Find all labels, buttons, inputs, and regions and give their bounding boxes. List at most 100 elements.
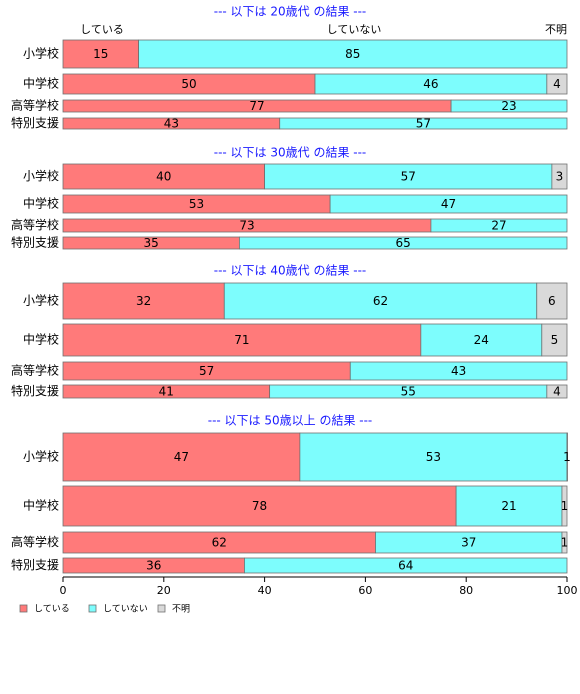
data-label: 1 bbox=[561, 536, 569, 550]
data-label: 32 bbox=[136, 294, 151, 308]
data-label: 62 bbox=[212, 536, 227, 550]
bar-segment-shiteinai bbox=[244, 557, 568, 574]
legend-swatch-shiteiru bbox=[19, 604, 28, 613]
bar-segment-fumei bbox=[546, 384, 568, 399]
category-label: 特別支援 bbox=[11, 235, 59, 250]
data-label: 55 bbox=[401, 385, 416, 399]
category-label: 高等学校 bbox=[11, 363, 59, 378]
bar-segment-fumei bbox=[566, 432, 568, 482]
data-label: 6 bbox=[548, 294, 556, 308]
data-label: 53 bbox=[426, 450, 441, 464]
data-label: 47 bbox=[174, 450, 189, 464]
legend-swatch-shiteinai bbox=[88, 604, 97, 613]
data-label: 64 bbox=[398, 559, 413, 573]
data-label: 1 bbox=[561, 499, 569, 513]
x-tick-label: 20 bbox=[157, 584, 171, 597]
top-label-shiteinai: していない bbox=[327, 23, 382, 36]
data-label: 3 bbox=[556, 170, 564, 184]
data-label: 77 bbox=[249, 99, 264, 113]
category-label: 小学校 bbox=[23, 168, 59, 183]
category-label: 高等学校 bbox=[11, 217, 59, 232]
category-label: 小学校 bbox=[23, 46, 59, 61]
x-tick-label: 80 bbox=[459, 584, 473, 597]
bar-segment-fumei bbox=[551, 163, 568, 190]
bar-segment-fumei bbox=[561, 485, 568, 527]
legend-label-shiteinai: していない bbox=[103, 604, 148, 615]
category-label: 中学校 bbox=[23, 498, 59, 513]
bar-segment-shiteiru bbox=[62, 485, 457, 527]
data-label: 35 bbox=[144, 236, 159, 250]
x-tick-label: 60 bbox=[358, 584, 372, 597]
data-label: 4 bbox=[553, 385, 561, 399]
data-label: 57 bbox=[416, 117, 431, 131]
data-label: 15 bbox=[93, 47, 108, 61]
bar-segment-fumei bbox=[536, 282, 568, 320]
panel-title-2: --- 以下は 40歳代 の結果 --- bbox=[214, 264, 367, 278]
bar-segment-shiteinai bbox=[329, 194, 568, 214]
category-label: 小学校 bbox=[23, 449, 59, 464]
bar-segment-shiteinai bbox=[238, 236, 568, 250]
data-label: 1 bbox=[563, 450, 571, 464]
category-label: 特別支援 bbox=[11, 557, 59, 572]
data-label: 71 bbox=[234, 333, 249, 347]
data-label: 40 bbox=[156, 170, 171, 184]
category-label: 特別支援 bbox=[11, 115, 59, 130]
bar-segment-shiteiru bbox=[62, 432, 301, 482]
data-label: 50 bbox=[181, 77, 196, 91]
category-label: 中学校 bbox=[23, 196, 59, 211]
bar-segment-fumei bbox=[541, 323, 568, 357]
data-label: 23 bbox=[501, 99, 516, 113]
bar-segment-shiteinai bbox=[223, 282, 538, 320]
x-tick-label: 100 bbox=[557, 584, 578, 597]
data-label: 65 bbox=[396, 236, 411, 250]
category-label: 中学校 bbox=[23, 332, 59, 347]
legend-label-shiteiru: している bbox=[34, 604, 70, 615]
bar-segment-shiteinai bbox=[450, 99, 568, 113]
x-tick-label: 40 bbox=[258, 584, 272, 597]
bar-segment-shiteinai bbox=[299, 432, 568, 482]
data-label: 36 bbox=[146, 559, 161, 573]
panel-title-3: --- 以下は 50歳以上 の結果 --- bbox=[208, 414, 373, 428]
data-label: 21 bbox=[501, 499, 516, 513]
data-label: 78 bbox=[252, 499, 267, 513]
data-label: 47 bbox=[441, 197, 456, 211]
category-label: 高等学校 bbox=[11, 98, 59, 113]
data-label: 43 bbox=[164, 117, 179, 131]
x-tick-label: 0 bbox=[60, 584, 67, 597]
data-label: 27 bbox=[491, 219, 506, 233]
category-label: 特別支援 bbox=[11, 383, 59, 398]
bar-segment-shiteinai bbox=[420, 323, 543, 357]
data-label: 53 bbox=[189, 197, 204, 211]
category-label: 小学校 bbox=[23, 293, 59, 308]
legend-label-fumei: 不明 bbox=[172, 604, 190, 615]
bar-segment-shiteinai bbox=[279, 117, 568, 130]
bar-segment-shiteinai bbox=[455, 485, 563, 527]
data-label: 5 bbox=[551, 333, 559, 347]
bar-segment-shiteinai bbox=[430, 218, 568, 233]
panel-title-1: --- 以下は 30歳代 の結果 --- bbox=[214, 146, 367, 160]
data-label: 57 bbox=[199, 364, 214, 378]
bar-segment-shiteinai bbox=[138, 39, 568, 69]
legend-swatch-fumei bbox=[157, 604, 166, 613]
bar-segment-shiteiru bbox=[62, 323, 422, 357]
data-label: 46 bbox=[423, 77, 438, 91]
bar-segment-fumei bbox=[561, 531, 568, 554]
data-label: 85 bbox=[345, 47, 360, 61]
data-label: 37 bbox=[461, 536, 476, 550]
data-label: 43 bbox=[451, 364, 466, 378]
data-label: 57 bbox=[401, 170, 416, 184]
data-label: 4 bbox=[553, 77, 561, 91]
category-label: 中学校 bbox=[23, 76, 59, 91]
top-label-shiteiru: している bbox=[80, 23, 124, 36]
bar-segment-shiteinai bbox=[349, 361, 568, 381]
data-label: 24 bbox=[474, 333, 489, 347]
panel-title-0: --- 以下は 20歳代 の結果 --- bbox=[214, 5, 367, 19]
category-label: 高等学校 bbox=[11, 534, 59, 549]
bar-segment-fumei bbox=[546, 73, 568, 95]
data-label: 41 bbox=[159, 385, 174, 399]
top-label-fumei: 不明 bbox=[545, 23, 567, 36]
data-label: 62 bbox=[373, 294, 388, 308]
bar-segment-shiteiru bbox=[62, 39, 139, 69]
data-label: 73 bbox=[239, 219, 254, 233]
